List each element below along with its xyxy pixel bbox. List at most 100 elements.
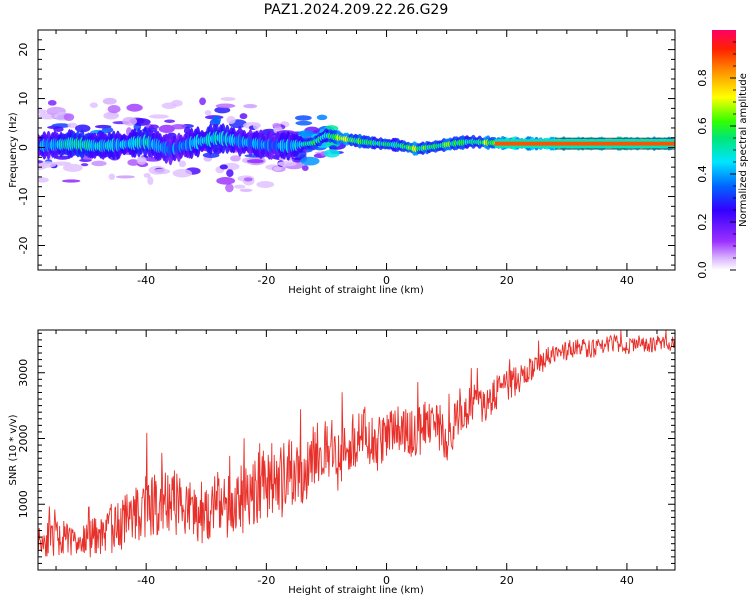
spectrogram-cell xyxy=(38,108,47,114)
y-tick-label: 3000 xyxy=(17,359,30,387)
snr-frame xyxy=(37,329,676,571)
spectrogram-cell xyxy=(225,183,234,193)
spectrogram-cell xyxy=(62,163,83,172)
spectrogram-cell xyxy=(143,172,151,178)
colorbar-tick-label: 0.6 xyxy=(696,117,709,135)
spectrogram-cell xyxy=(273,166,282,171)
spectrogram-cell xyxy=(246,159,264,164)
colorbar: 0.0 0.2 0.4 0.6 0.8 Normalized spectral ampl… xyxy=(696,30,749,279)
spectrogram-cell xyxy=(295,120,313,126)
spectrogram-ylabel: Frequency (Hz) xyxy=(8,112,19,188)
spectrogram-cell xyxy=(136,156,147,165)
x-tick-label: -20 xyxy=(257,574,275,587)
spectrogram-cell xyxy=(301,165,309,171)
x-tick-label: 20 xyxy=(500,574,514,587)
spectrogram-cell xyxy=(172,169,193,178)
spectrogram-cell xyxy=(61,179,81,183)
spectrogram-cell xyxy=(220,97,236,101)
spectrogram-cell xyxy=(171,99,183,107)
spectrogram-cell xyxy=(243,177,253,182)
spectrogram-cell xyxy=(233,184,246,189)
spectrogram-cell xyxy=(170,124,187,130)
spectrogram-cell xyxy=(147,176,154,185)
spectrogram-cell xyxy=(63,113,75,121)
spectrogram-cell xyxy=(80,163,89,167)
snr-ticks: -40 -20 0 20 40 1000 2000 3000 xyxy=(17,330,675,587)
colorbar-tick-label: 0.2 xyxy=(696,213,709,231)
spectrogram-cell xyxy=(74,124,91,133)
spectrogram-cell xyxy=(216,177,236,185)
y-tick-label: 2000 xyxy=(17,424,30,452)
spectrogram-cell xyxy=(272,122,281,128)
spectrogram-cell xyxy=(122,116,138,126)
spectrogram-cell xyxy=(215,103,236,109)
colorbar-gradient xyxy=(712,30,736,270)
spectrogram-cell xyxy=(298,130,314,137)
snr-xlabel: Height of straight line (km) xyxy=(288,585,424,596)
spectrogram-cell xyxy=(54,155,71,160)
colorbar-tick-label: 0.0 xyxy=(696,261,709,279)
spectrogram-cell xyxy=(38,161,57,168)
spectrogram-cell xyxy=(148,114,169,119)
y-tick-label: 10 xyxy=(17,92,30,106)
snr-series-line xyxy=(38,330,675,558)
spectrogram-cell xyxy=(226,169,234,178)
chart-title: PAZ1.2024.209.22.26.G29 xyxy=(264,2,449,18)
spectrogram-cell xyxy=(202,152,220,158)
spectrogram-cell xyxy=(149,124,159,130)
spectrogram-cell xyxy=(115,175,135,179)
spectrogram-cell xyxy=(219,164,228,170)
spectrogram-cell xyxy=(178,160,187,168)
spectrogram-cell xyxy=(277,161,297,167)
spectrogram-cell xyxy=(107,104,121,114)
spectrogram-cell xyxy=(324,149,340,158)
spectrogram-cell xyxy=(230,155,241,162)
spectrogram-xlabel: Height of straight line (km) xyxy=(288,285,424,296)
spectrogram-cell xyxy=(47,99,57,106)
spectrogram-cell xyxy=(108,173,116,180)
spectrogram-cell xyxy=(126,103,143,112)
spectrogram-cell xyxy=(199,97,206,106)
x-tick-label: -20 xyxy=(257,274,275,287)
spectrogram-cell xyxy=(53,126,64,132)
snr-panel: -40 -20 0 20 40 1000 2000 3000 Height of straig… xyxy=(8,329,676,596)
spectrogram-ticks: -40 -20 0 20 40 -20 -10 0 10 20 xyxy=(17,29,675,287)
spectrogram-cell xyxy=(253,122,260,130)
spectrogram-panel: -40 -20 0 20 40 -20 -10 0 10 20 Height of straigh… xyxy=(8,29,676,296)
spectrogram-cell xyxy=(214,106,231,114)
spectrogram-cell xyxy=(204,110,212,116)
x-tick-label: -40 xyxy=(137,574,155,587)
x-tick-label: 0 xyxy=(383,574,390,587)
y-tick-label: 1000 xyxy=(17,490,30,518)
colorbar-tick-label: 0.8 xyxy=(696,69,709,87)
x-tick-label: 0 xyxy=(383,274,390,287)
spectrogram-cell xyxy=(164,119,176,123)
x-tick-label: 20 xyxy=(500,274,514,287)
snr-marks xyxy=(38,330,675,558)
spectrogram-cell xyxy=(89,102,98,108)
spectrogram-cell xyxy=(152,168,171,175)
colorbar-ticks: 0.0 0.2 0.4 0.6 0.8 xyxy=(696,41,736,279)
y-tick-label: 20 xyxy=(17,43,30,57)
x-tick-label: 40 xyxy=(620,274,634,287)
spectrogram-cell xyxy=(106,112,120,118)
colorbar-label: Normalized spectral amplitude xyxy=(738,73,749,227)
spectrogram-cell xyxy=(256,181,275,189)
spectrogram-marks xyxy=(38,97,675,193)
y-tick-label: 0 xyxy=(17,144,30,151)
spectrogram-cell xyxy=(239,113,248,120)
x-tick-label: -40 xyxy=(137,274,155,287)
spectrogram-cell xyxy=(226,116,236,125)
spectrogram-cell xyxy=(91,160,107,167)
colorbar-tick-label: 0.4 xyxy=(696,165,709,183)
spectrogram-cell xyxy=(295,115,312,121)
spectrogram-cell xyxy=(316,114,328,121)
spectrogram-cell xyxy=(38,160,43,164)
spectrogram-cell xyxy=(212,115,222,124)
y-tick-label: -10 xyxy=(17,188,30,206)
x-tick-label: 40 xyxy=(620,574,634,587)
spectrogram-cell xyxy=(300,156,320,166)
spectrogram-cell xyxy=(243,103,258,109)
spectrogram-cell xyxy=(102,97,117,105)
